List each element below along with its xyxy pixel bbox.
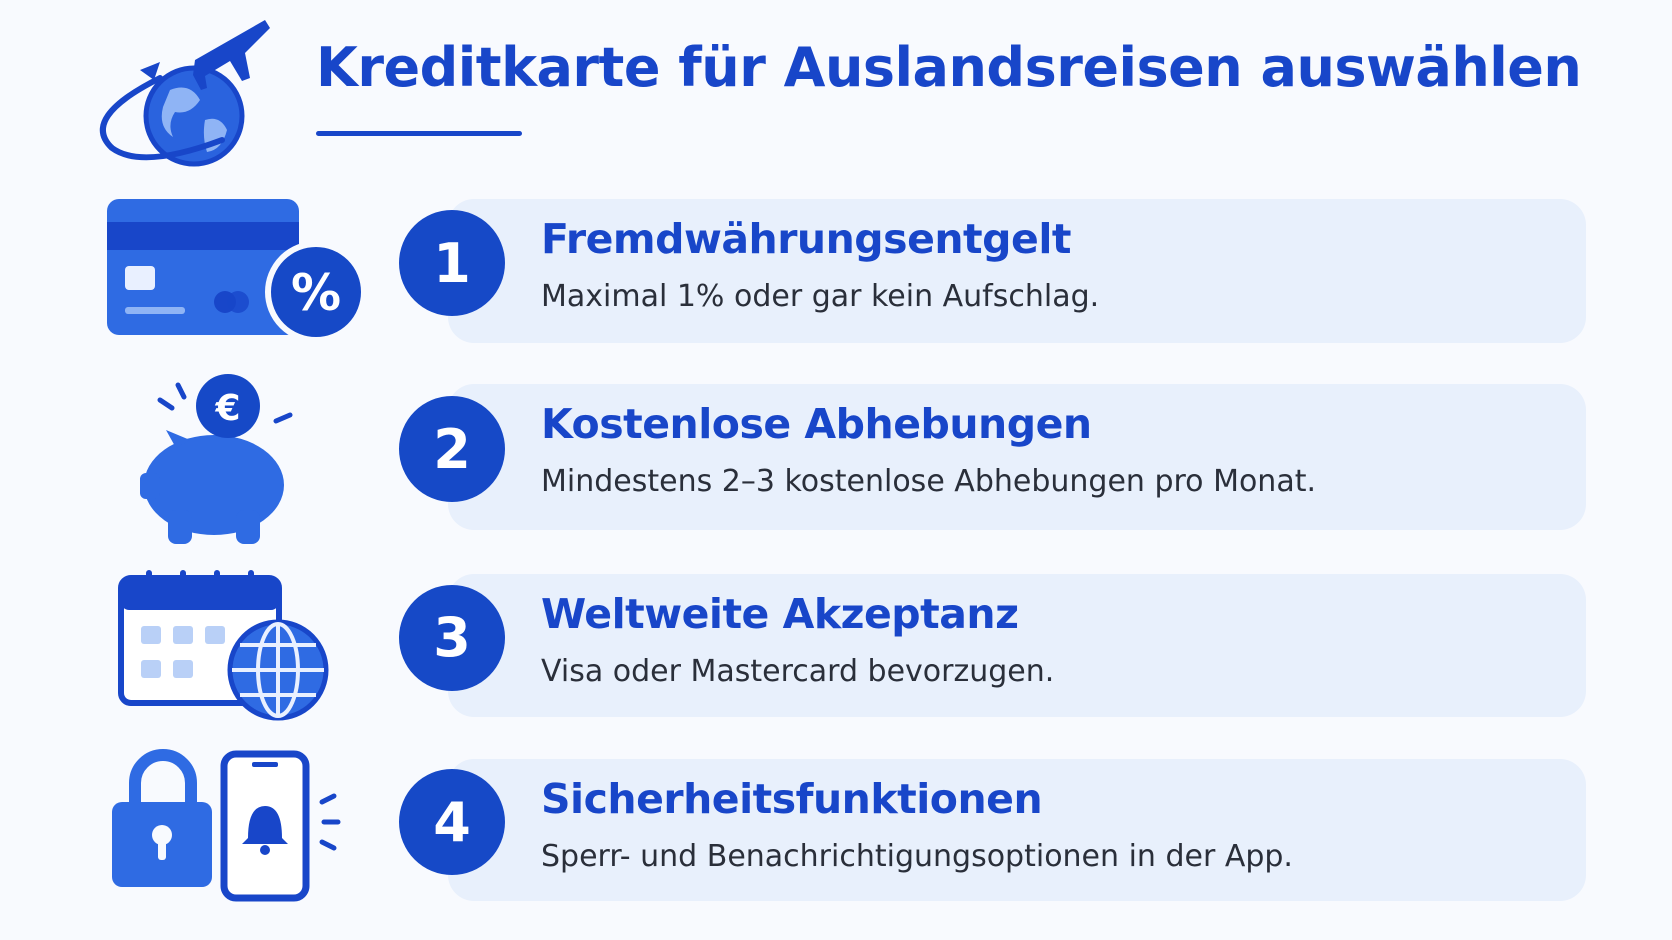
item-number: 4 [399, 769, 505, 875]
item-card [448, 384, 1586, 530]
item-card [448, 759, 1586, 901]
item-title: Sicherheitsfunktionen [541, 775, 1043, 823]
title-underline [316, 131, 522, 136]
calendar-globe-icon [118, 570, 329, 721]
title: Kreditkarte für Auslandsreisen auswählen [316, 36, 1582, 99]
item-card [448, 199, 1586, 343]
lock-phone-icon [112, 749, 341, 902]
item-title: Fremdwährungsentgelt [541, 215, 1071, 263]
item-number: 1 [399, 210, 505, 316]
card-percent-icon: % [107, 199, 367, 343]
svg-text:%: % [291, 264, 341, 322]
item-card [448, 574, 1586, 717]
item-text: Visa oder Mastercard bevorzugen. [541, 654, 1055, 689]
item-title: Kostenlose Abhebungen [541, 400, 1092, 448]
globe-plane-icon [99, 20, 270, 167]
item-title: Weltweite Akzeptanz [541, 590, 1019, 638]
item-text: Maximal 1% oder gar kein Aufschlag. [541, 279, 1100, 314]
piggy-bank-icon: € [140, 374, 293, 544]
item-number: 2 [399, 396, 505, 502]
item-number: 3 [399, 584, 505, 691]
item-text: Mindestens 2–3 kostenlose Abhebungen pro… [541, 464, 1317, 499]
svg-text:€: € [214, 388, 240, 429]
item-text: Sperr- und Benachrichtigungsoptionen in … [541, 839, 1293, 874]
